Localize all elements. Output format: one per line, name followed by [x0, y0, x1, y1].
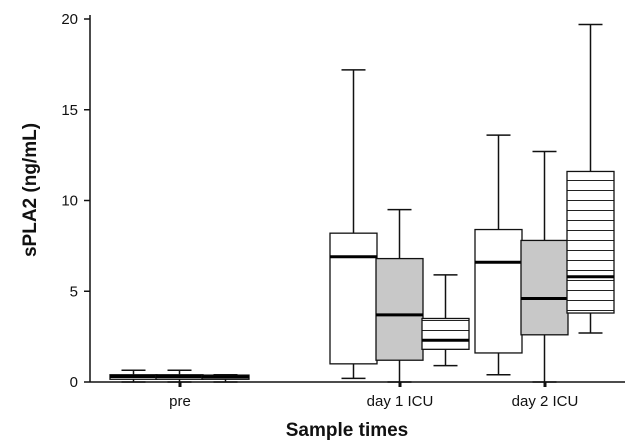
y-tick-label: 20 [61, 11, 78, 28]
plot-area: 0 5 10 15 20 pre day 1 ICU day 2 ICU [61, 11, 625, 410]
y-tick-label: 0 [70, 374, 78, 391]
box-iqr [474, 228, 523, 354]
box-iqr [566, 170, 615, 314]
x-tick-label: day 1 ICU [367, 393, 434, 410]
x-tick-label: pre [169, 393, 191, 410]
box-iqr [520, 239, 569, 336]
x-axis-label: Sample times [286, 420, 409, 440]
y-tick-label: 5 [70, 283, 78, 300]
y-axis-label: sPLA2 (ng/mL) [20, 123, 41, 257]
y-tick-label: 10 [61, 193, 78, 210]
box-iqr [375, 257, 424, 361]
y-tick-label: 15 [61, 102, 78, 119]
box-iqr [421, 317, 470, 350]
box-iqr [329, 232, 378, 365]
x-tick-label: day 2 ICU [512, 393, 579, 410]
